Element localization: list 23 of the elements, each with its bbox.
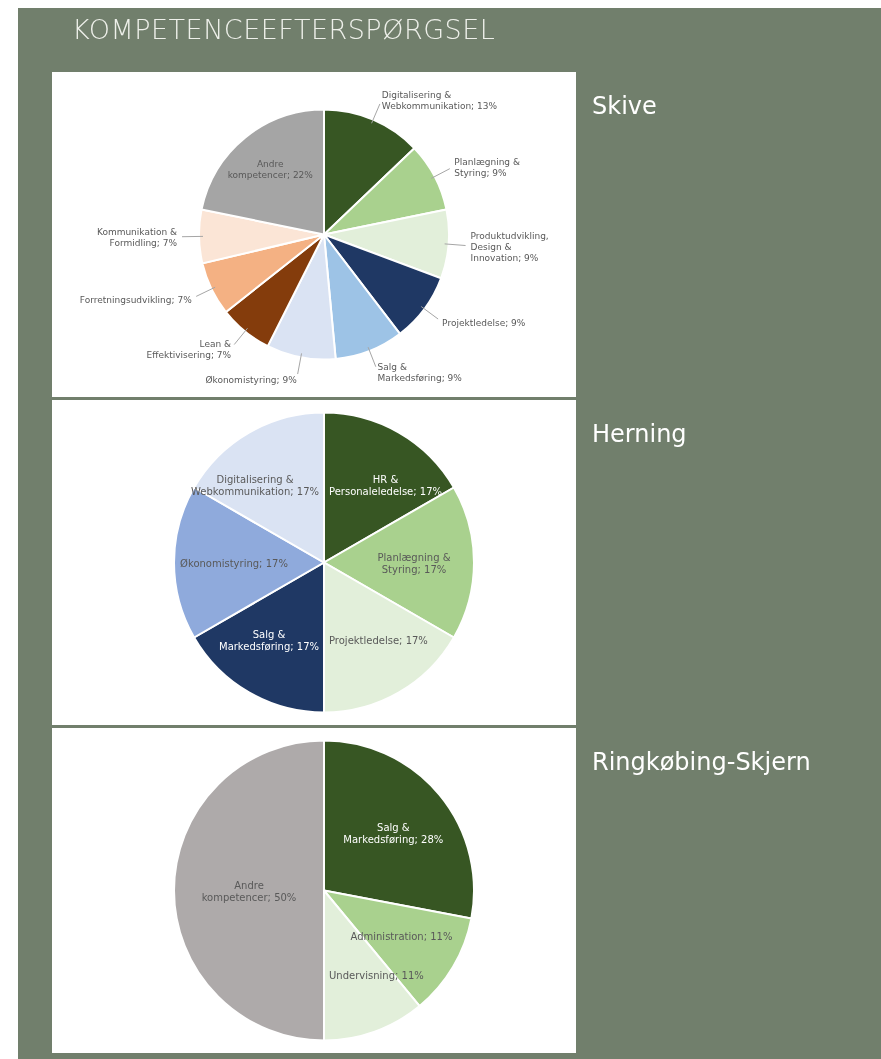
slice-label: Salg & Markedsføring; 9%: [377, 361, 463, 383]
slice-label: Kommunikation & Formidling; 7%: [96, 227, 178, 249]
text: Ringkøbing-Skjern: [592, 748, 811, 776]
slice-label: Lean & Effektivisering; 7%: [146, 339, 232, 360]
slice-label: HR & Personaleledelse; 17%: [329, 473, 443, 497]
slice-label: Planlægning & Styring; 17%: [377, 551, 451, 575]
slice-label: Digitalisering & Webkommunikation; 13%: [381, 89, 498, 111]
slice-label: Produktudvikling, Design & Innovation; 9%: [470, 231, 549, 263]
text: Herning: [592, 420, 687, 448]
slice-label: Økonomistyring; 17%: [180, 557, 288, 569]
slice-label: Forretningsudvikling; 7%: [79, 294, 193, 305]
text: Skive: [592, 92, 657, 120]
slice-label: Projektledelse; 17%: [329, 635, 428, 647]
slice-label: Undervisning; 11%: [329, 970, 424, 982]
slice-label: Andre kompetencer; 50%: [201, 879, 297, 903]
slice-label: Salg & Markedsføring; 17%: [219, 629, 319, 653]
slice-label: Projektledelse; 9%: [442, 318, 526, 329]
slice-label: Økonomistyring; 9%: [205, 374, 298, 385]
slice-label: Digitalisering & Webkommunikation; 17%: [191, 473, 319, 497]
slice-label: Salg & Markedsføring; 28%: [343, 822, 444, 846]
slice-label: Planlægning & Styring; 9%: [454, 156, 520, 178]
slice-label: Andre kompetencer; 22%: [227, 159, 314, 181]
chart-title: KOMPETENCEEFTERSPØRGSEL: [72, 14, 496, 45]
